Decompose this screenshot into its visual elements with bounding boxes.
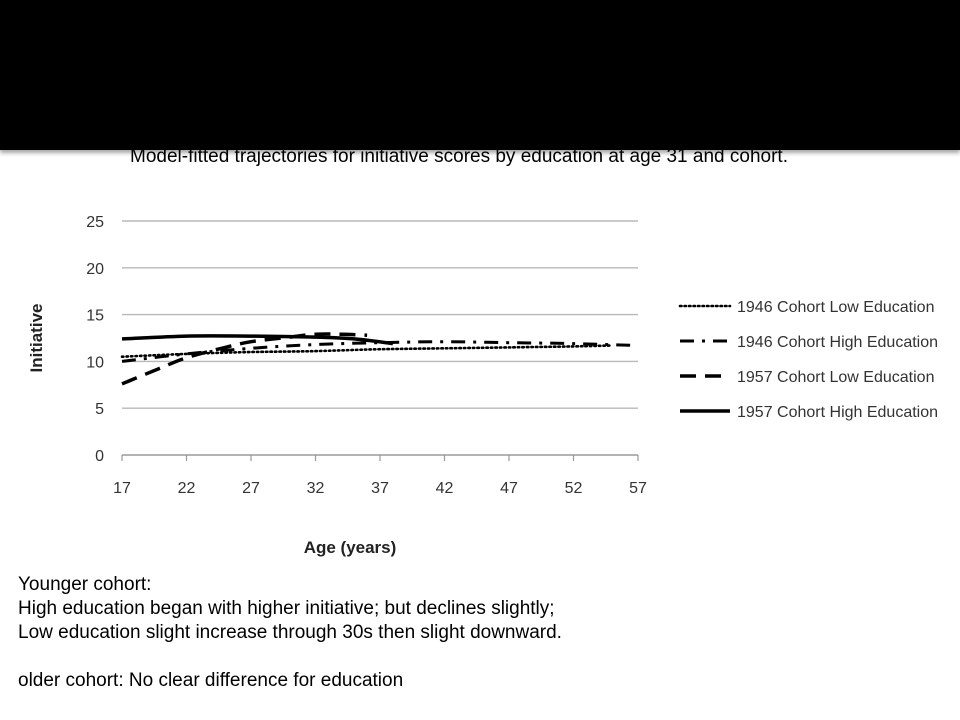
x-tick-label: 17 <box>113 480 131 497</box>
note-line: Younger cohort: <box>18 574 152 595</box>
note-line: High education began with higher initiat… <box>18 598 555 619</box>
x-tick-label: 22 <box>178 480 196 497</box>
chart-legend: 1946 Cohort Low Education 1946 Cohort Hig… <box>678 299 938 421</box>
y-tick-label: 20 <box>86 261 104 278</box>
title-band <box>0 0 960 150</box>
legend-label: 1946 Cohort Low Education <box>737 299 934 316</box>
y-tick-label: 15 <box>86 308 104 325</box>
figure-caption: Model-fitted trajectories for initiative… <box>130 146 788 167</box>
note-line: Low education slight increase through 30… <box>18 622 562 643</box>
series-line-2 <box>121 340 639 363</box>
line-chart: 0 5 10 15 20 25 17 22 27 32 37 42 47 52 57 Age (years) I… <box>27 214 938 557</box>
x-tick-label: 27 <box>242 480 260 497</box>
legend-label: 1946 Cohort High Education <box>737 334 938 351</box>
x-tick-label: 37 <box>371 480 389 497</box>
legend-label: 1957 Cohort High Education <box>737 404 938 421</box>
x-axis-title: Age (years) <box>304 538 397 557</box>
legend-label: 1957 Cohort Low Education <box>737 369 934 386</box>
note-line: older cohort: No clear difference for ed… <box>18 670 404 691</box>
y-tick-label: 5 <box>95 401 104 418</box>
y-tick-label: 0 <box>95 448 104 465</box>
series-line-4 <box>121 334 394 346</box>
x-tick-label: 52 <box>565 480 583 497</box>
y-tick-label: 25 <box>86 214 104 231</box>
chart-axes: 0 5 10 15 20 25 17 22 27 32 37 42 47 52 57 Age (years) I… <box>27 214 647 557</box>
y-tick-label: 10 <box>86 354 104 371</box>
y-axis-title: Initiative <box>27 304 46 373</box>
series-line-3 <box>121 332 368 386</box>
x-tick-label: 32 <box>307 480 325 497</box>
x-tick-label: 57 <box>629 480 647 497</box>
chart-series <box>120 332 639 386</box>
x-tick-label: 42 <box>436 480 454 497</box>
chart-gridlines <box>122 220 638 456</box>
x-tick-label: 47 <box>500 480 518 497</box>
note-spacer <box>18 645 948 669</box>
notes: Younger cohort: High education began wit… <box>18 573 948 693</box>
